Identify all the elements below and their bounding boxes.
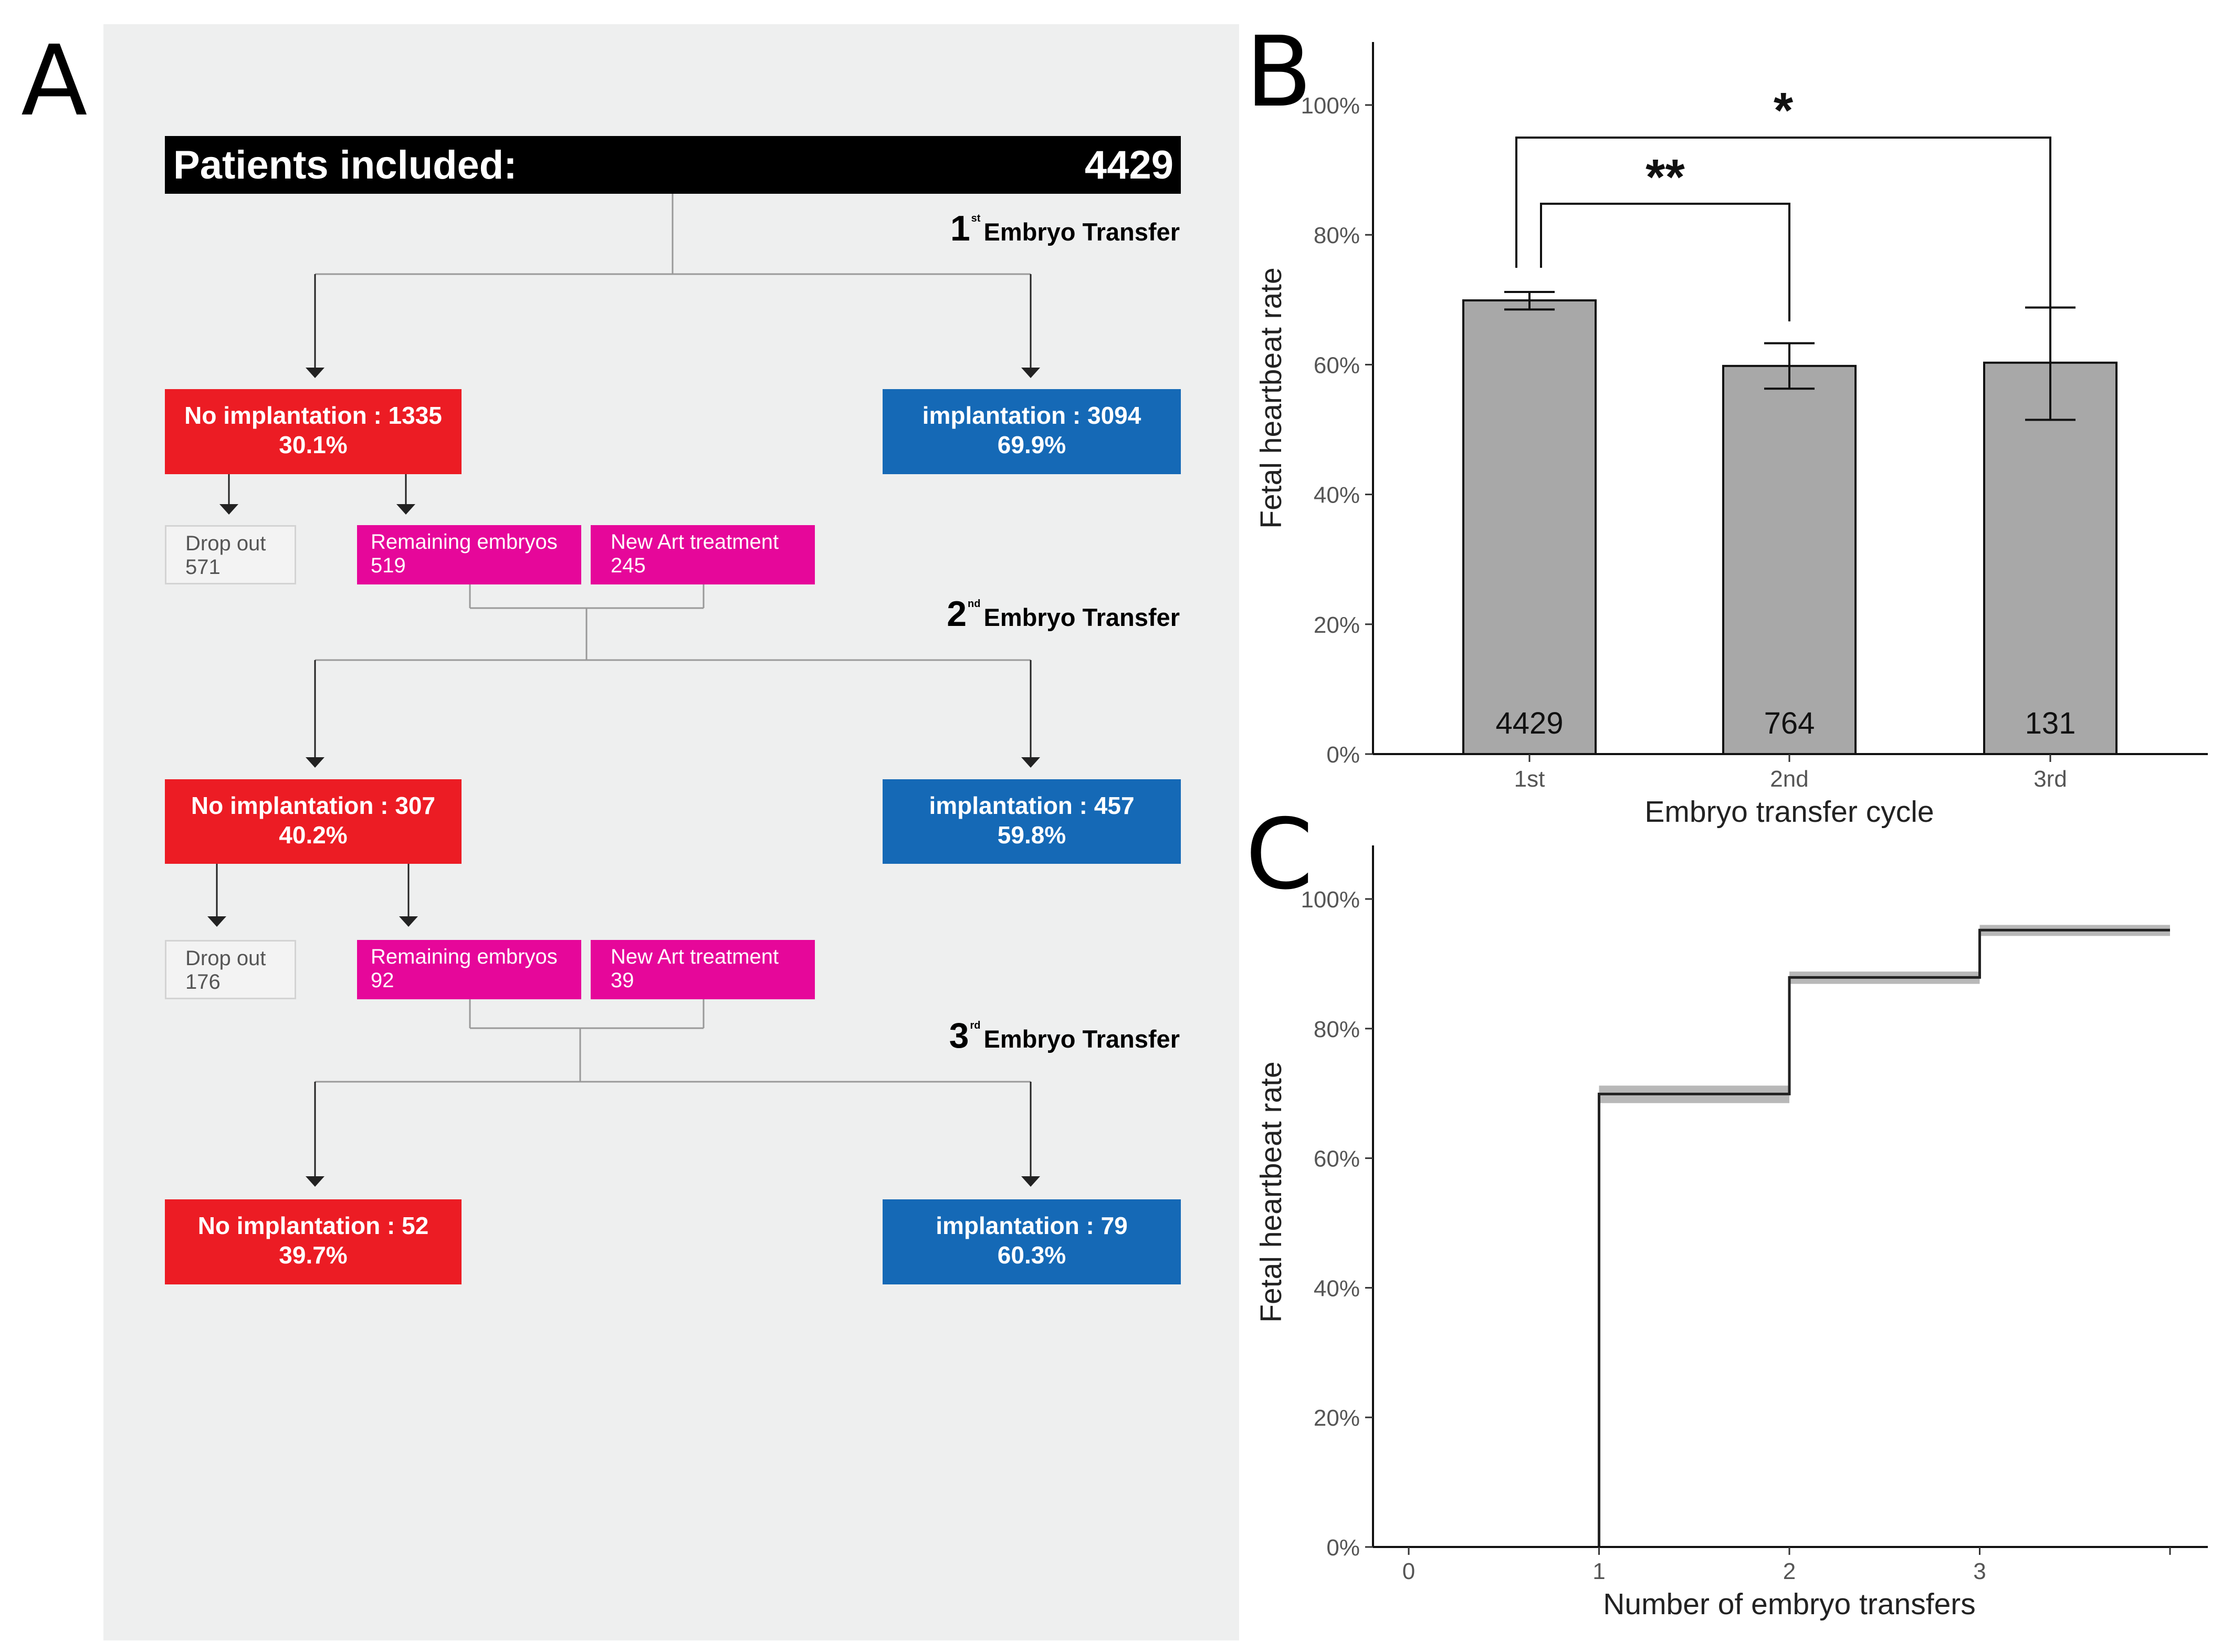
no-implantation-pct: 39.7%	[279, 1241, 348, 1269]
panel-label-a: A	[21, 24, 88, 138]
no-implantation-label: No implantation : 52	[197, 1212, 429, 1239]
implantation-label: implantation : 457	[929, 792, 1135, 819]
x-tick-label: 1st	[1514, 766, 1545, 792]
bar-count-label: 764	[1764, 706, 1815, 740]
y-axis-title: Fetal heartbeat rate	[1254, 1061, 1288, 1322]
implantation-pct: 60.3%	[997, 1241, 1066, 1269]
stage-2-remaining-embryos-box: Remaining embryos 92	[357, 940, 581, 999]
x-axis-title: Number of embryo transfers	[1603, 1587, 1976, 1621]
stage-3-implantation-box: implantation : 79 60.3%	[883, 1199, 1181, 1284]
x-tick-label: 2nd	[1770, 766, 1808, 792]
no-implantation-pct: 40.2%	[279, 821, 348, 849]
y-tick-label: 40%	[1314, 1275, 1360, 1301]
new-art-label: New Art treatment	[611, 530, 779, 553]
stage-2-drop-out-box: Drop out 176	[165, 940, 296, 999]
y-tick-label: 40%	[1314, 483, 1360, 508]
stage-1-new-art-box: New Art treatment 245	[591, 525, 815, 584]
patients-included-count: 4429	[1084, 143, 1173, 187]
error-bar-1st	[1504, 290, 1555, 311]
stage-2-new-art-box: New Art treatment 39	[591, 940, 815, 999]
y-tick-label: 100%	[1301, 93, 1360, 119]
y-tick-label: 20%	[1314, 612, 1360, 638]
y-tick-label: 80%	[1314, 1017, 1360, 1042]
stage-1-remaining-embryos-box: Remaining embryos 519	[357, 525, 581, 584]
error-bar-2nd	[1764, 342, 1815, 390]
y-tick-label: 60%	[1314, 352, 1360, 378]
x-tick-label: 2	[1783, 1559, 1796, 1584]
implantation-label: implantation : 3094	[922, 402, 1141, 429]
x-tick-label: 0	[1402, 1559, 1415, 1584]
significance-label: *	[1774, 82, 1794, 139]
x-tick-label: 3	[1973, 1559, 1986, 1584]
bar-3rd	[1983, 361, 2118, 755]
stage-3-no-implantation-box: No implantation : 52 39.7%	[165, 1199, 462, 1284]
stage-2-implantation-box: implantation : 457 59.8%	[883, 779, 1181, 864]
error-bar-3rd	[2025, 306, 2076, 421]
stage-1-drop-out-box: Drop out 571	[165, 525, 296, 584]
y-tick-label: 20%	[1314, 1405, 1360, 1431]
implantation-pct: 69.9%	[997, 431, 1066, 458]
new-art-label: New Art treatment	[611, 945, 779, 968]
x-axis-title: Embryo transfer cycle	[1644, 795, 1934, 829]
new-art-count: 245	[611, 554, 646, 577]
significance-label: **	[1645, 149, 1685, 205]
implantation-label: implantation : 79	[936, 1212, 1128, 1239]
no-implantation-label: No implantation : 1335	[184, 402, 442, 429]
bar-count-label: 131	[2025, 706, 2076, 740]
implantation-pct: 59.8%	[997, 821, 1066, 849]
drop-out-count: 571	[185, 556, 221, 579]
y-tick-label: 100%	[1301, 887, 1360, 913]
significance-bracket-1st-3rd: *	[1515, 82, 2051, 307]
x-tick-label: 1	[1592, 1559, 1605, 1584]
x-tick-label: 3rd	[2034, 766, 2067, 792]
patients-included-header: Patients included: 4429	[165, 136, 1181, 194]
y-axis-title: Fetal heartbeat rate	[1254, 267, 1288, 528]
significance-bracket-1st-2nd: **	[1540, 149, 1790, 321]
bar-count-label: 4429	[1495, 706, 1563, 740]
y-tick-label: 60%	[1314, 1146, 1360, 1172]
remaining-embryos-count: 92	[371, 969, 394, 992]
drop-out-count: 176	[185, 970, 221, 994]
stage-2-no-implantation-box: No implantation : 307 40.2%	[165, 779, 462, 864]
new-art-count: 39	[611, 969, 634, 992]
stage-1-no-implantation-box: No implantation : 1335 30.1%	[165, 389, 462, 474]
remaining-embryos-label: Remaining embryos	[371, 530, 558, 553]
remaining-embryos-label: Remaining embryos	[371, 945, 558, 968]
cumulative-step-line	[1598, 928, 2170, 1547]
y-tick-label: 0%	[1326, 742, 1360, 768]
drop-out-label: Drop out	[185, 947, 266, 970]
no-implantation-label: No implantation : 307	[191, 792, 436, 819]
remaining-embryos-count: 519	[371, 554, 406, 577]
drop-out-label: Drop out	[185, 532, 266, 555]
panel-label-c: C	[1245, 798, 1314, 911]
stage-1-implantation-box: implantation : 3094 69.9%	[883, 389, 1181, 474]
bar-2nd	[1722, 364, 1857, 755]
y-tick-label: 80%	[1314, 223, 1360, 248]
no-implantation-pct: 30.1%	[279, 431, 348, 458]
patients-included-label: Patients included:	[173, 143, 517, 187]
panel-label-b: B	[1245, 15, 1312, 129]
y-tick-label: 0%	[1326, 1535, 1360, 1561]
